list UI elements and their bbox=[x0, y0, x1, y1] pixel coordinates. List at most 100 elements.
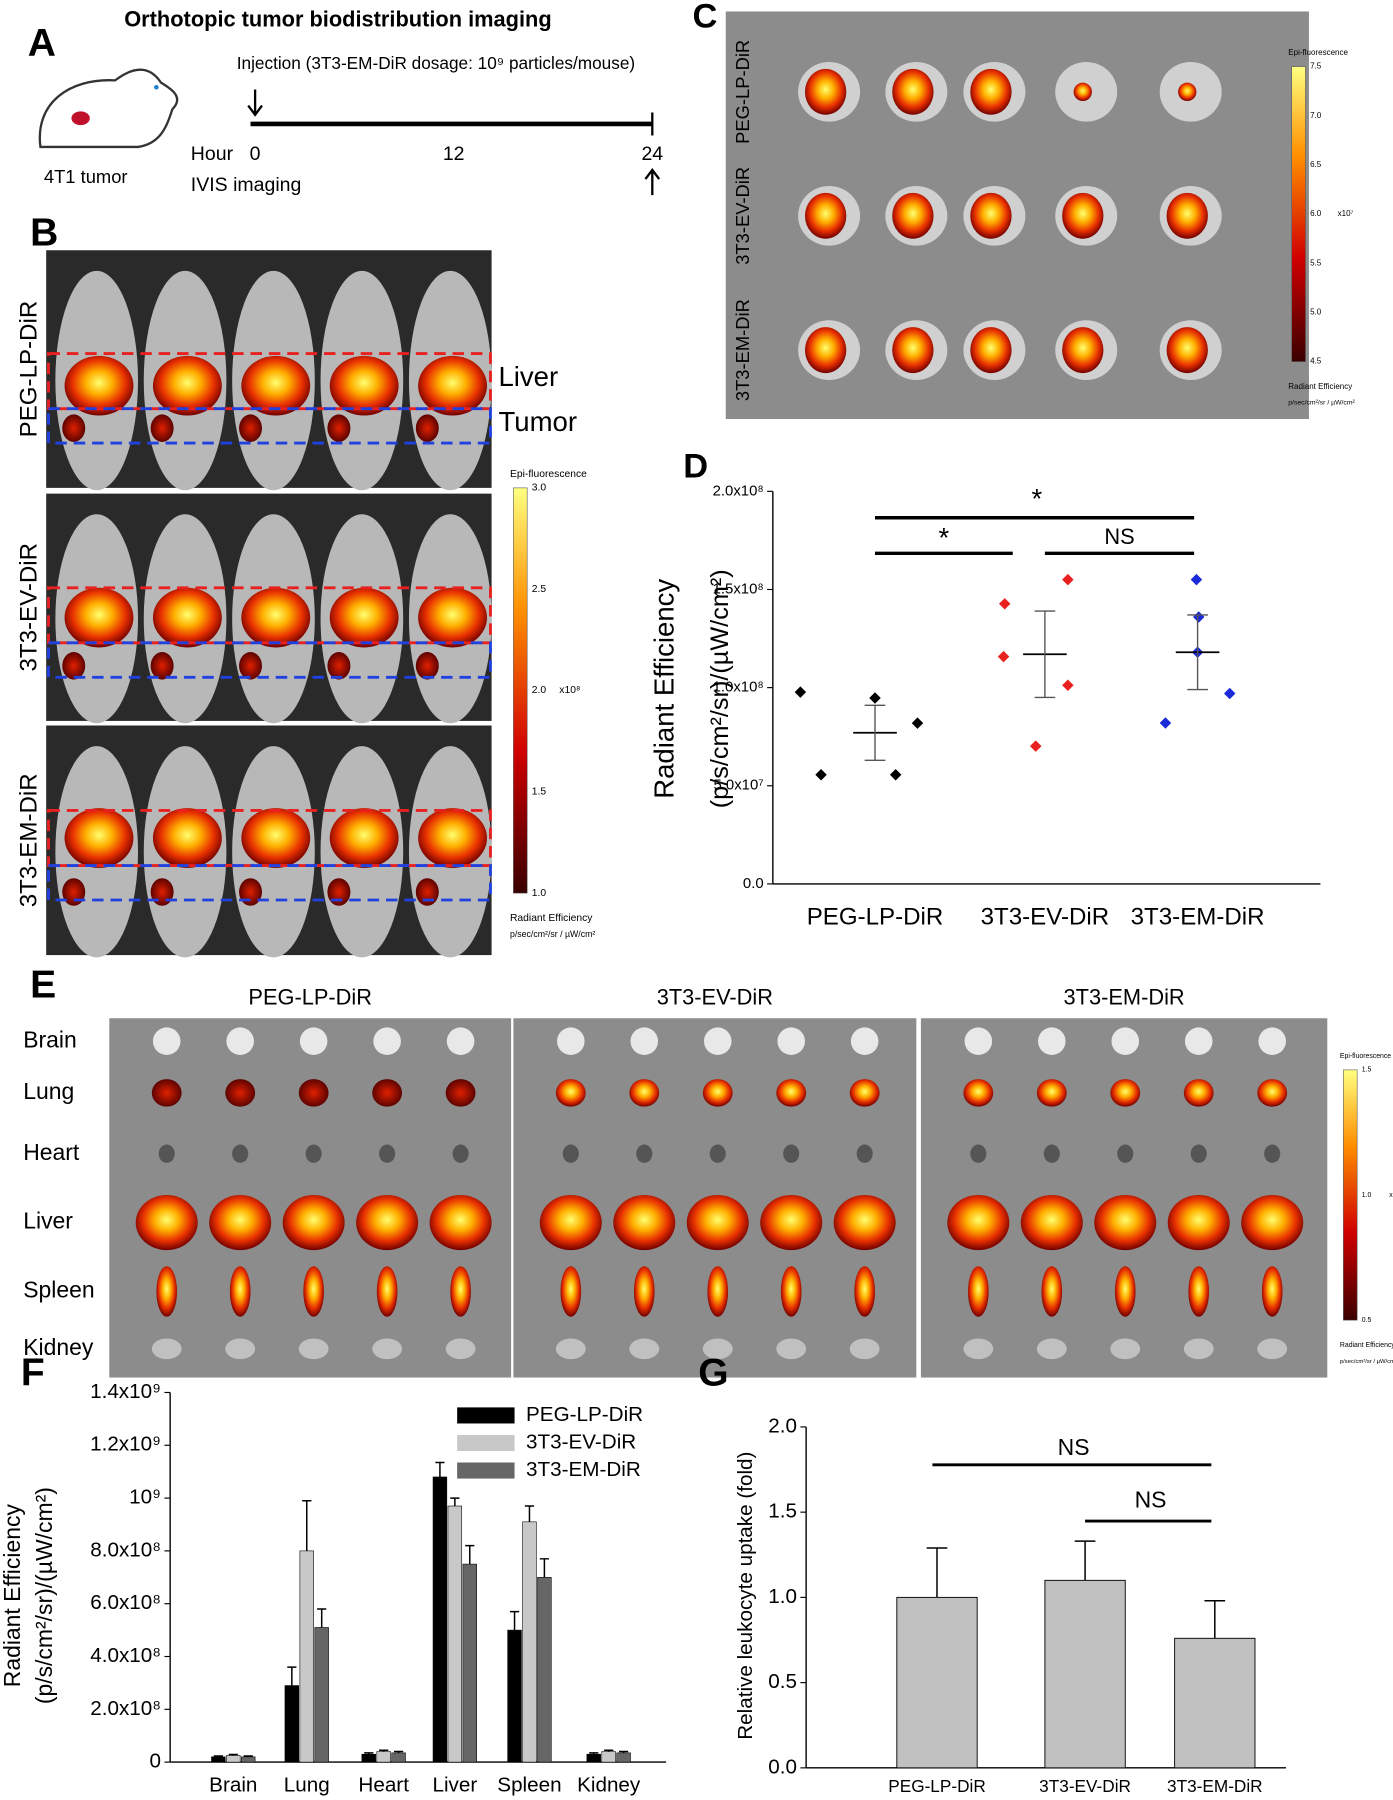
liver-signal bbox=[64, 355, 134, 416]
organ-signal bbox=[804, 327, 847, 374]
y-axis-label: Radiant Efficiency bbox=[648, 579, 679, 799]
bar bbox=[537, 1577, 552, 1763]
bar bbox=[211, 1756, 226, 1763]
error-bar bbox=[1074, 1540, 1096, 1581]
spleen bbox=[1041, 1266, 1063, 1317]
liver-signal bbox=[241, 587, 311, 648]
bar bbox=[616, 1752, 631, 1763]
organ-signal bbox=[804, 192, 847, 239]
brain bbox=[1258, 1027, 1286, 1055]
row-label: 3T3-EV-DiR bbox=[15, 543, 42, 672]
heart bbox=[783, 1144, 800, 1163]
colorbar-tick: 7.0 bbox=[1310, 111, 1322, 120]
legend-swatch bbox=[457, 1434, 515, 1452]
y-tick-label: 1.4x10⁹ bbox=[90, 1380, 161, 1403]
error-bar bbox=[435, 1461, 445, 1477]
panel-letter: G bbox=[698, 1352, 728, 1395]
brain bbox=[1184, 1027, 1213, 1055]
liver-signal bbox=[152, 808, 222, 868]
kidney bbox=[555, 1338, 586, 1360]
y-tick-label: 2.0x10⁸ bbox=[713, 482, 764, 499]
colorbar bbox=[1343, 1069, 1358, 1321]
bar bbox=[601, 1751, 616, 1763]
error-bar bbox=[604, 1749, 614, 1752]
colorbar-tick: 5.0 bbox=[1310, 308, 1322, 317]
x-tick-label: Liver bbox=[432, 1774, 477, 1797]
spleen bbox=[303, 1266, 324, 1317]
legend-swatch bbox=[457, 1462, 515, 1479]
imaging-arrow bbox=[644, 167, 661, 196]
panel-letter: B bbox=[30, 212, 58, 255]
liver-signal bbox=[152, 355, 222, 416]
organ-signal bbox=[892, 68, 934, 115]
lung bbox=[702, 1079, 733, 1107]
spleen bbox=[707, 1266, 729, 1317]
heart bbox=[1117, 1144, 1134, 1163]
error-bar bbox=[228, 1753, 238, 1756]
organ-signal bbox=[892, 192, 934, 239]
colorbar-label: Radiant Efficiency bbox=[510, 913, 593, 924]
data-point bbox=[1029, 740, 1042, 752]
bar bbox=[391, 1752, 406, 1763]
y-tick-label: 1.0x10⁸ bbox=[713, 679, 764, 696]
spleen bbox=[560, 1266, 582, 1317]
tumor-signal bbox=[239, 878, 262, 906]
heart bbox=[970, 1144, 987, 1163]
lung bbox=[1257, 1079, 1288, 1107]
injection-label: Injection (3T3-EM-DiR dosage: 10⁹ partic… bbox=[237, 53, 635, 73]
bar bbox=[522, 1521, 537, 1763]
tumor-signal bbox=[62, 414, 86, 442]
bar bbox=[462, 1563, 477, 1763]
liver bbox=[209, 1195, 272, 1251]
colorbar-scale: x10⁸ bbox=[559, 685, 580, 696]
legend-label: PEG-LP-DiR bbox=[526, 1403, 643, 1426]
lung bbox=[225, 1079, 256, 1107]
time-label: 24 bbox=[641, 143, 663, 165]
heart bbox=[1264, 1144, 1281, 1163]
y-tick-label: 0 bbox=[149, 1750, 161, 1773]
tumor-signal bbox=[327, 878, 351, 906]
tumor-signal bbox=[239, 652, 262, 680]
x-tick-label: Heart bbox=[358, 1774, 409, 1797]
mouse-eye bbox=[154, 84, 159, 90]
organ-signal bbox=[1062, 192, 1104, 239]
organ-signal bbox=[892, 327, 934, 374]
heart bbox=[379, 1144, 396, 1163]
organ-signal bbox=[1166, 327, 1208, 374]
significance-label: NS bbox=[1058, 1434, 1090, 1460]
bar bbox=[226, 1755, 241, 1763]
organ-signal bbox=[1062, 327, 1104, 374]
spleen bbox=[229, 1266, 251, 1317]
x-tick-label: 3T3-EV-DiR bbox=[981, 904, 1110, 931]
heart bbox=[562, 1144, 579, 1163]
liver-signal bbox=[241, 355, 311, 416]
heart bbox=[232, 1144, 249, 1163]
bar bbox=[896, 1596, 978, 1769]
bar bbox=[376, 1751, 391, 1763]
legend-label: 3T3-EV-DiR bbox=[526, 1430, 636, 1453]
hour-label: Hour bbox=[191, 143, 234, 165]
tumor-signal bbox=[239, 414, 262, 442]
liver-signal bbox=[241, 808, 311, 868]
colorbar-tick: 3.0 bbox=[532, 483, 547, 494]
tumor-signal bbox=[62, 878, 86, 906]
x-tick-label: Spleen bbox=[497, 1774, 561, 1797]
column-label: 3T3-EV-DiR bbox=[657, 984, 773, 1009]
colorbar-tick: 1.5 bbox=[532, 787, 547, 798]
error-bar bbox=[243, 1755, 253, 1757]
y-axis-label: (p/s/cm²/sr)/(µW/cm²) bbox=[706, 569, 734, 808]
y-tick-label: 0.0 bbox=[768, 1755, 797, 1778]
liver bbox=[282, 1195, 345, 1251]
organ-signal bbox=[970, 192, 1012, 239]
liver bbox=[833, 1195, 896, 1251]
error-bar bbox=[524, 1505, 535, 1522]
brain bbox=[964, 1027, 993, 1055]
liver bbox=[686, 1195, 749, 1251]
lung bbox=[849, 1079, 880, 1107]
lung bbox=[1183, 1079, 1214, 1107]
time-label: 12 bbox=[443, 143, 465, 165]
data-point bbox=[1062, 679, 1074, 692]
data-point bbox=[911, 717, 924, 729]
lung bbox=[151, 1079, 182, 1107]
colorbar-tick: 7.5 bbox=[1310, 62, 1322, 71]
